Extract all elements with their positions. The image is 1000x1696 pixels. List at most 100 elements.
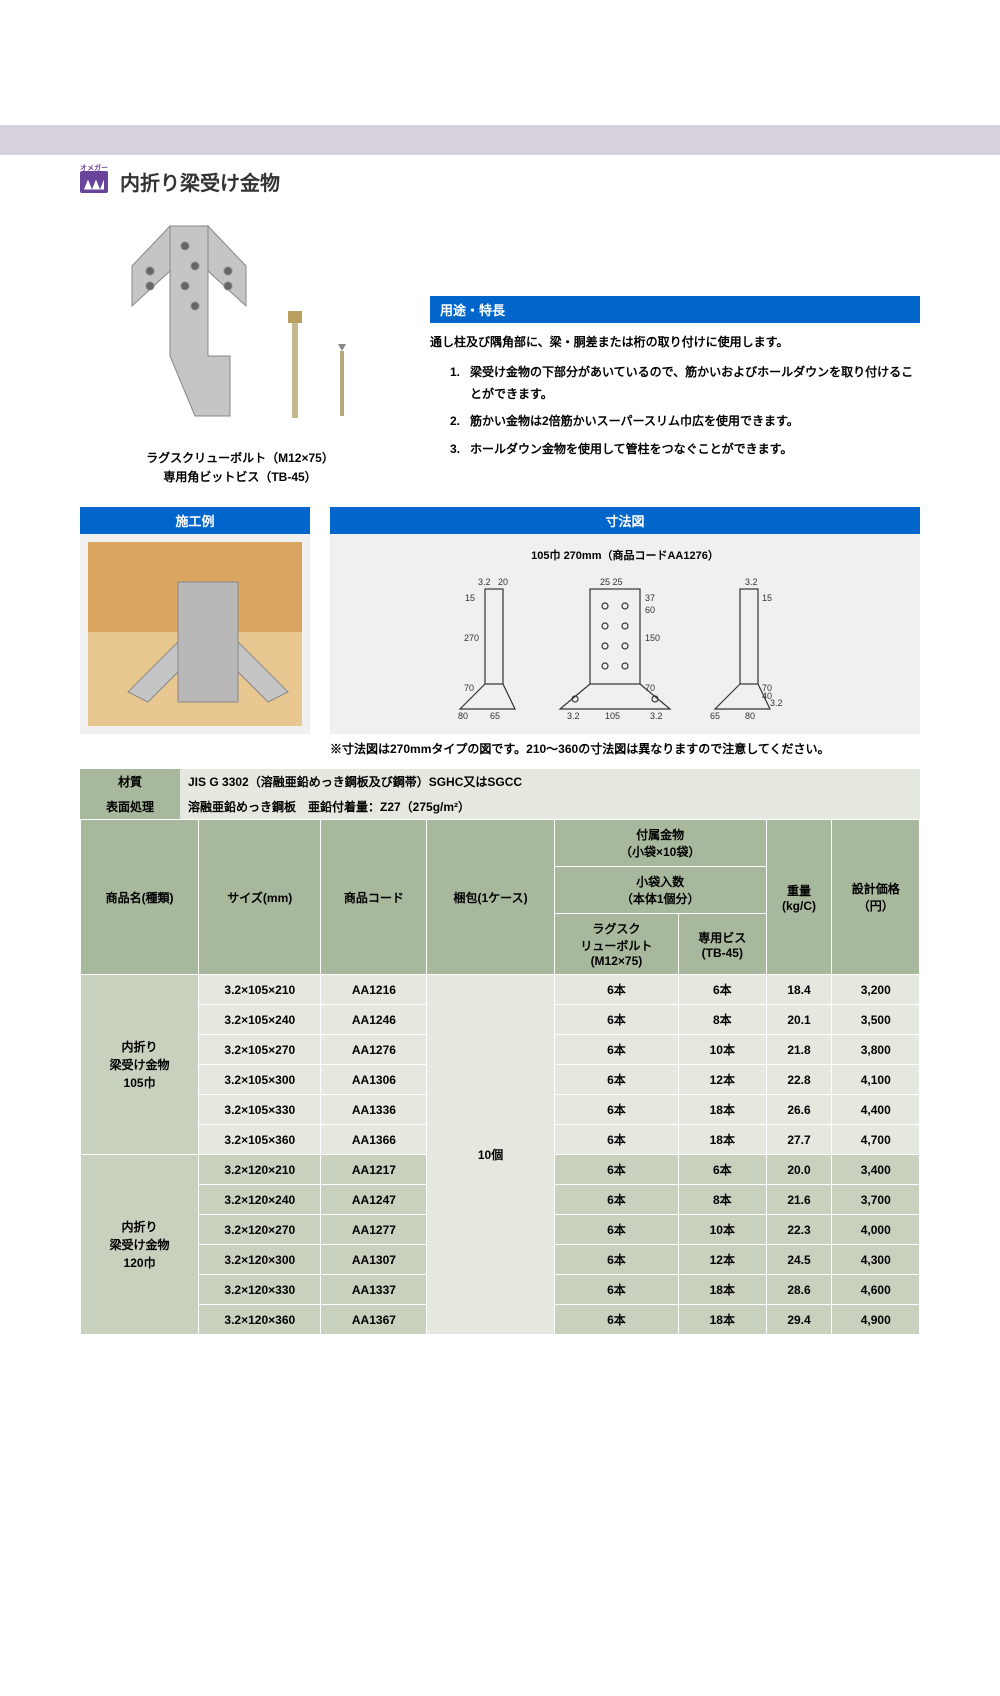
feature-item: ホールダウン金物を使用して管柱をつなぐことができます。 — [450, 439, 920, 461]
svg-text:60: 60 — [645, 605, 655, 615]
brand-label: オメガー — [80, 163, 108, 173]
product-name-cell: 内折り 梁受け金物 105巾 — [81, 975, 199, 1155]
table-row: 内折り 梁受け金物 105巾3.2×105×210AA121610個6本6本18… — [81, 975, 920, 1005]
cell-bolt: 6本 — [554, 975, 678, 1005]
cell-price: 3,500 — [832, 1005, 920, 1035]
cell-bolt: 6本 — [554, 1005, 678, 1035]
cell-price: 4,900 — [832, 1305, 920, 1335]
feature-item: 筋かい金物は2倍筋かいスーパースリム巾広を使用できます。 — [450, 411, 920, 433]
cell-screw: 18本 — [679, 1125, 766, 1155]
dimension-note: ※寸法図は270mmタイプの図です。210〜360の寸法図は異なりますので注意し… — [80, 740, 920, 757]
cell-weight: 24.5 — [766, 1245, 832, 1275]
material-value: JIS G 3302（溶融亜鉛めっき鋼板及び鋼帯）SGHC又はSGCC — [180, 769, 920, 794]
cell-price: 4,100 — [832, 1065, 920, 1095]
construction-body — [80, 534, 310, 734]
brand-logo: オメガー — [80, 171, 108, 193]
cell-code: AA1306 — [321, 1065, 427, 1095]
cell-size: 3.2×120×270 — [199, 1215, 321, 1245]
cell-code: AA1246 — [321, 1005, 427, 1035]
svg-text:70: 70 — [464, 683, 474, 693]
cell-code: AA1307 — [321, 1245, 427, 1275]
features-block: 用途・特長 通し柱及び隅角部に、梁・胴差または桁の取り付けに使用します。 梁受け… — [430, 216, 920, 487]
cell-weight: 21.6 — [766, 1185, 832, 1215]
cell-bolt: 6本 — [554, 1245, 678, 1275]
th-code: 商品コード — [321, 820, 427, 975]
cell-bolt: 6本 — [554, 1215, 678, 1245]
product-name-cell: 内折り 梁受け金物 120巾 — [81, 1155, 199, 1335]
svg-text:3.2: 3.2 — [745, 577, 758, 587]
cell-code: AA1276 — [321, 1035, 427, 1065]
cell-weight: 22.8 — [766, 1065, 832, 1095]
cell-price: 3,200 — [832, 975, 920, 1005]
cell-code: AA1366 — [321, 1125, 427, 1155]
cell-screw: 8本 — [679, 1005, 766, 1035]
svg-text:3.2: 3.2 — [650, 711, 663, 721]
cell-price: 4,400 — [832, 1095, 920, 1125]
cell-size: 3.2×120×240 — [199, 1185, 321, 1215]
feature-item: 梁受け金物の下部分があいているので、筋かいおよびホールダウンを取り付けることがで… — [450, 362, 920, 405]
dimension-body: 105巾 270mm（商品コードAA1276） — [330, 534, 920, 734]
svg-text:150: 150 — [645, 633, 660, 643]
cell-bolt: 6本 — [554, 1305, 678, 1335]
svg-text:25 25: 25 25 — [600, 577, 623, 587]
product-illustration — [110, 216, 370, 436]
caption-line-1: ラグスクリューボルト（M12×75） — [80, 449, 400, 468]
cell-weight: 22.3 — [766, 1215, 832, 1245]
top-bar — [0, 125, 1000, 155]
th-price: 設計価格 （円） — [832, 820, 920, 975]
cell-screw: 18本 — [679, 1275, 766, 1305]
features-list: 梁受け金物の下部分があいているので、筋かいおよびホールダウンを取り付けることがで… — [430, 362, 920, 460]
svg-text:105: 105 — [605, 711, 620, 721]
surface-label: 表面処理 — [80, 794, 180, 819]
cell-screw: 18本 — [679, 1095, 766, 1125]
cell-bolt: 6本 — [554, 1155, 678, 1185]
svg-text:65: 65 — [710, 711, 720, 721]
th-size: サイズ(mm) — [199, 820, 321, 975]
title-row: オメガー 内折り梁受け金物 — [80, 167, 920, 196]
product-caption: ラグスクリューボルト（M12×75） 専用角ビットビス（TB-45） — [80, 449, 400, 487]
cell-screw: 6本 — [679, 1155, 766, 1185]
svg-text:80: 80 — [458, 711, 468, 721]
cell-price: 4,300 — [832, 1245, 920, 1275]
cell-bolt: 6本 — [554, 1125, 678, 1155]
cell-code: AA1217 — [321, 1155, 427, 1185]
cell-code: AA1216 — [321, 975, 427, 1005]
th-weight: 重量 (kg/C) — [766, 820, 832, 975]
th-pack: 梱包(1ケース) — [427, 820, 554, 975]
caption-line-2: 専用角ビットビス（TB-45） — [80, 468, 400, 487]
cell-code: AA1336 — [321, 1095, 427, 1125]
cell-price: 4,000 — [832, 1215, 920, 1245]
cell-screw: 8本 — [679, 1185, 766, 1215]
cell-price: 3,800 — [832, 1035, 920, 1065]
features-intro: 通し柱及び隅角部に、梁・胴差または桁の取り付けに使用します。 — [430, 333, 920, 352]
svg-text:3.2: 3.2 — [478, 577, 491, 587]
svg-text:15: 15 — [465, 593, 475, 603]
cell-price: 4,700 — [832, 1125, 920, 1155]
pack-cell: 10個 — [427, 975, 554, 1335]
cell-weight: 18.4 — [766, 975, 832, 1005]
features-header: 用途・特長 — [430, 296, 920, 323]
svg-text:15: 15 — [762, 593, 772, 603]
cell-weight: 20.0 — [766, 1155, 832, 1185]
cell-screw: 12本 — [679, 1245, 766, 1275]
th-accessory-top: 付属金物 （小袋×10袋） — [554, 820, 766, 867]
cell-price: 3,400 — [832, 1155, 920, 1185]
page-title: 内折り梁受け金物 — [120, 167, 280, 196]
cell-size: 3.2×105×240 — [199, 1005, 321, 1035]
cell-code: AA1367 — [321, 1305, 427, 1335]
cell-code: AA1247 — [321, 1185, 427, 1215]
svg-text:80: 80 — [745, 711, 755, 721]
cell-bolt: 6本 — [554, 1275, 678, 1305]
cell-weight: 20.1 — [766, 1005, 832, 1035]
cell-size: 3.2×105×360 — [199, 1125, 321, 1155]
cell-weight: 21.8 — [766, 1035, 832, 1065]
cell-size: 3.2×120×300 — [199, 1245, 321, 1275]
svg-text:270: 270 — [464, 633, 479, 643]
surface-value: 溶融亜鉛めっき鋼板 亜鉛付着量：Z27（275g/m²） — [180, 794, 920, 819]
cell-size: 3.2×120×210 — [199, 1155, 321, 1185]
svg-text:3.2: 3.2 — [770, 698, 783, 708]
cell-size: 3.2×105×330 — [199, 1095, 321, 1125]
cell-weight: 26.6 — [766, 1095, 832, 1125]
cell-bolt: 6本 — [554, 1035, 678, 1065]
svg-text:3.2: 3.2 — [567, 711, 580, 721]
